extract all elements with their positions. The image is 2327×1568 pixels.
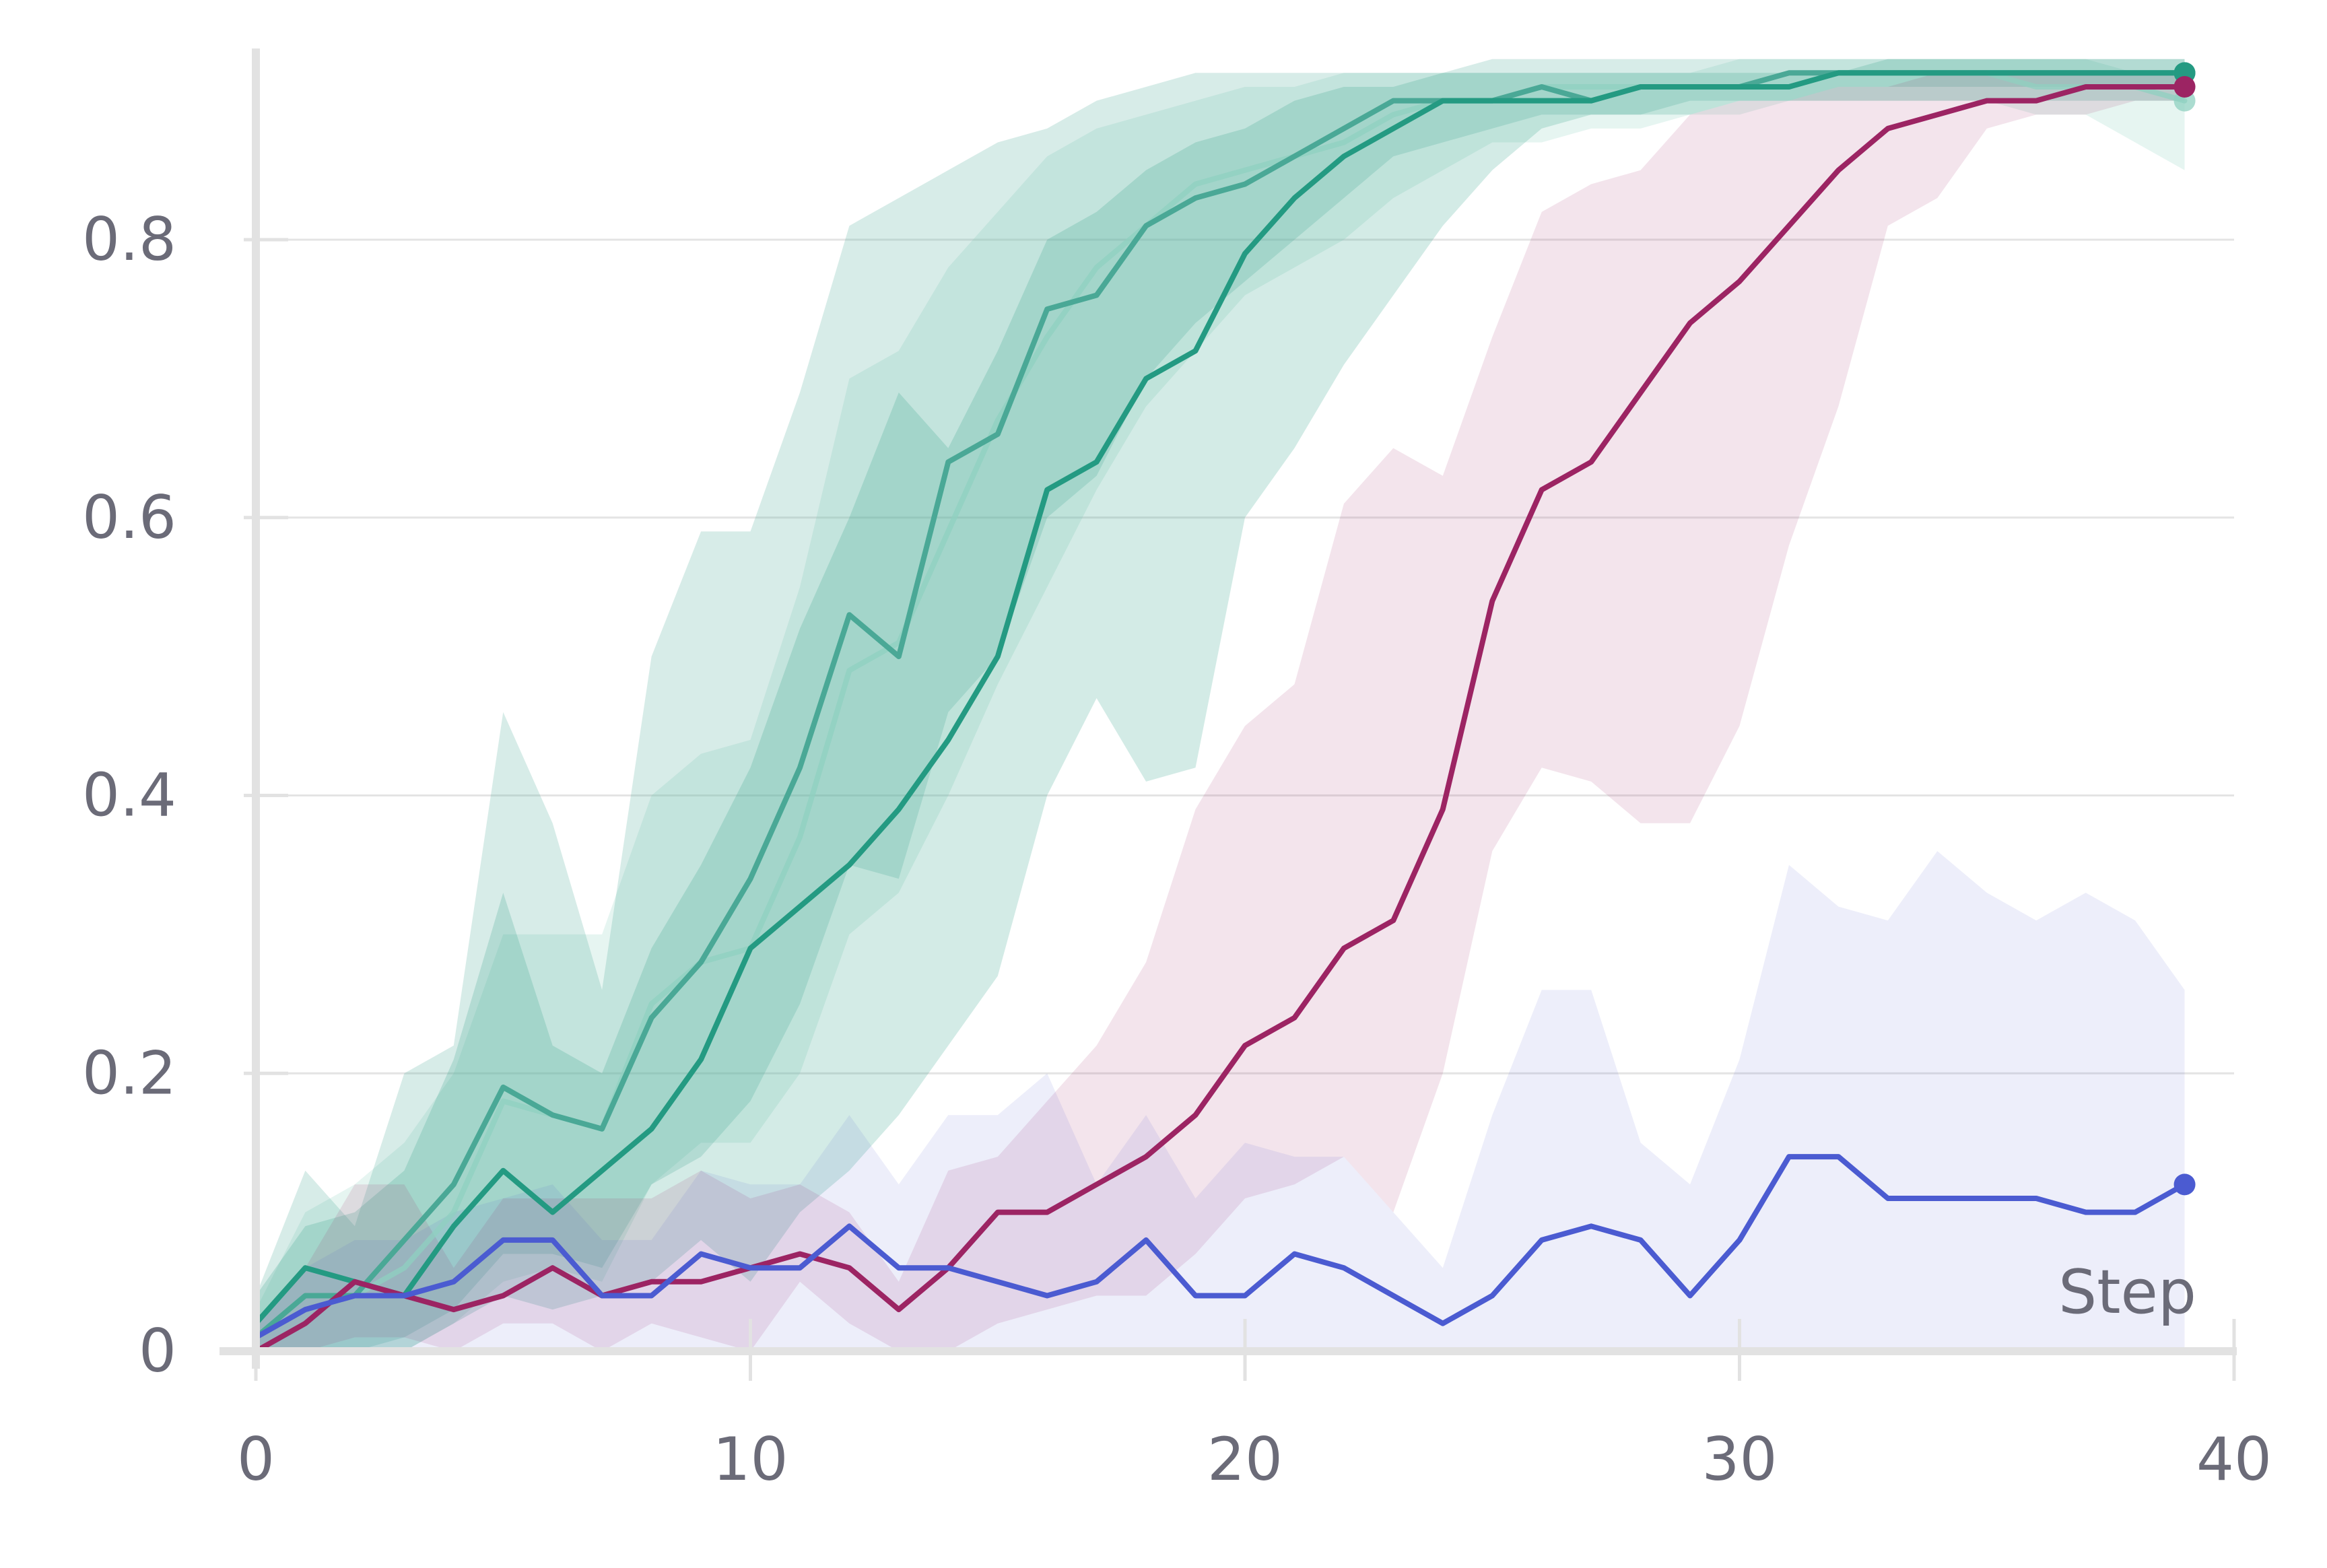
x-tick-label: 40 <box>2196 1425 2272 1494</box>
series-3-line <box>253 84 2188 1354</box>
confidence-bands <box>256 59 2185 1352</box>
y-tick-label: 0.8 <box>82 205 176 274</box>
y-tick-label: 0 <box>139 1316 176 1386</box>
x-tick-label: 0 <box>237 1425 275 1494</box>
y-tick-label: 0.4 <box>82 761 176 830</box>
series-3-band <box>256 73 2185 1351</box>
series-lines <box>253 70 2188 1354</box>
grid-lines <box>256 238 2234 1075</box>
x-tick-label: 30 <box>1702 1425 1778 1494</box>
axes <box>220 48 2237 1381</box>
x-tick-label: 20 <box>1207 1425 1283 1494</box>
y-tick-label: 0.6 <box>82 483 176 552</box>
x-tick-label: 10 <box>713 1425 788 1494</box>
series-2-line <box>253 70 2188 1326</box>
x-axis-title: Step <box>2058 1257 2196 1328</box>
series-1-band <box>256 59 2185 1352</box>
series-2-band <box>256 59 2185 1352</box>
series-3-end-marker <box>2173 75 2196 98</box>
y-tick-label: 0.2 <box>82 1038 176 1107</box>
series-4-band <box>256 851 2185 1351</box>
series-0-band <box>256 59 2185 1352</box>
series-end-markers <box>2173 62 2196 1196</box>
series-4-end-marker <box>2173 1173 2196 1196</box>
tick-labels: 0 0.2 0.4 0.6 0.8 0 10 20 30 40 <box>82 205 2272 1494</box>
series-4-line <box>253 1154 2188 1340</box>
